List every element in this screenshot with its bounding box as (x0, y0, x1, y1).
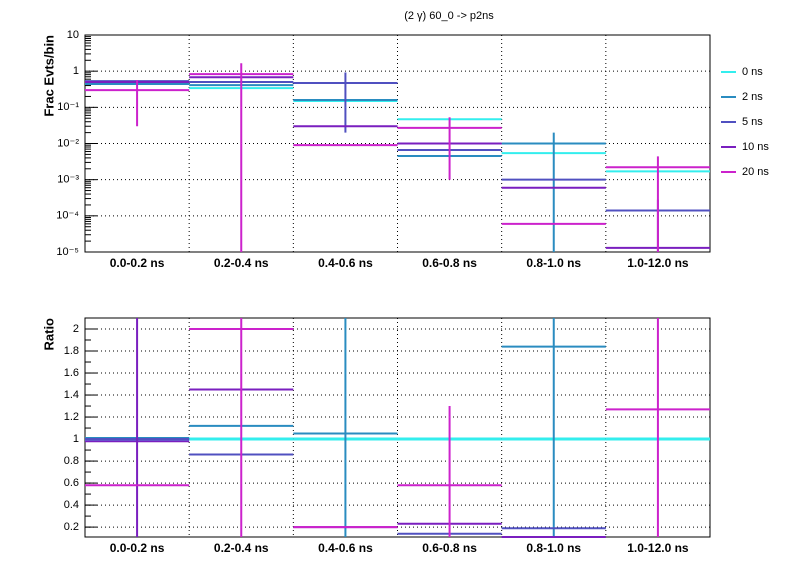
y-tick-label: 0.2 (64, 521, 79, 533)
legend-label: 0 ns (742, 66, 763, 78)
x-tick-label: 0.0-0.2 ns (110, 541, 165, 555)
y-tick-label: 10⁻² (57, 137, 79, 149)
y-tick-label: 0.6 (64, 477, 79, 489)
y-tick-label: 10⁻⁴ (56, 210, 79, 222)
x-tick-label: 1.0-12.0 ns (627, 256, 689, 270)
y-tick-label: 1.6 (64, 367, 79, 379)
y-tick-label: 10⁻⁵ (56, 246, 79, 258)
y-tick-label: 10 (67, 29, 79, 41)
legend-label: 20 ns (742, 166, 769, 178)
x-tick-label: 0.4-0.6 ns (318, 541, 373, 555)
y-tick-label: 1.4 (64, 389, 79, 401)
y-tick-label: 0.4 (64, 499, 79, 511)
y-tick-label: 10⁻¹ (57, 101, 79, 113)
x-tick-label: 0.8-1.0 ns (526, 541, 581, 555)
y-tick-label: 1.8 (64, 345, 79, 357)
x-tick-label: 0.2-0.4 ns (214, 256, 269, 270)
y-tick-label: 1.2 (64, 411, 79, 423)
x-tick-label: 0.2-0.4 ns (214, 541, 269, 555)
x-tick-label: 1.0-12.0 ns (627, 541, 689, 555)
y-axis-label: Ratio (41, 318, 56, 351)
x-tick-label: 0.6-0.8 ns (422, 541, 477, 555)
x-tick-label: 0.8-1.0 ns (526, 256, 581, 270)
y-tick-label: 10⁻³ (57, 174, 79, 186)
legend-label: 5 ns (742, 116, 763, 128)
y-tick-label: 2 (73, 323, 79, 335)
y-tick-label: 1 (73, 433, 79, 445)
y-tick-label: 0.8 (64, 455, 79, 467)
y-axis-label: Frac Evts/bin (41, 35, 56, 117)
x-tick-label: 0.6-0.8 ns (422, 256, 477, 270)
x-tick-label: 0.4-0.6 ns (318, 256, 373, 270)
y-tick-label: 1 (73, 65, 79, 77)
legend-label: 2 ns (742, 91, 763, 103)
x-tick-label: 0.0-0.2 ns (110, 256, 165, 270)
chart-title: (2 γ) 60_0 -> p2ns (404, 10, 494, 22)
legend-label: 10 ns (742, 141, 769, 153)
